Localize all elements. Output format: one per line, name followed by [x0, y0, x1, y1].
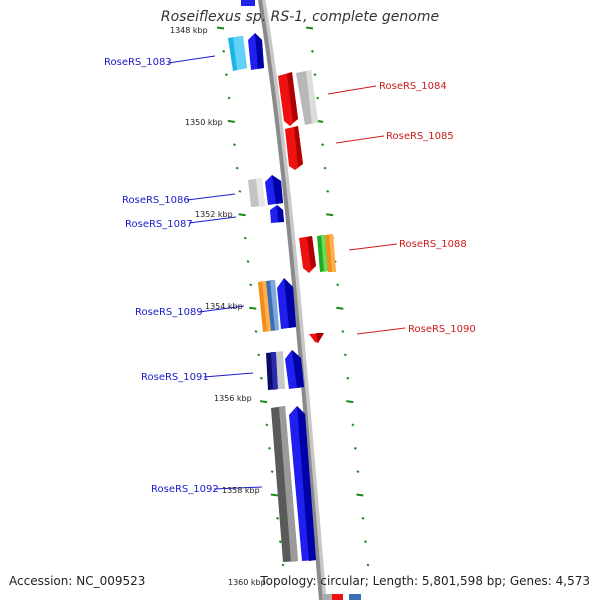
gene-label-roseRS-1087[interactable]: RoseRS_1087 — [125, 219, 193, 230]
tick-mark — [235, 166, 239, 170]
gene-feature-roseRS-1089[interactable] — [258, 278, 296, 332]
topology-summary: Topology: circular; Length: 5,801,598 bp… — [260, 574, 590, 588]
tick-mark — [364, 540, 367, 544]
tick-mark — [313, 73, 317, 77]
gene-feature-roseRS-1092[interactable] — [271, 406, 316, 562]
tick-mark — [341, 330, 345, 333]
tick-mark — [249, 306, 257, 310]
tick-mark — [249, 283, 253, 287]
genome-backbone — [258, 0, 323, 600]
gene-feature-roseRS-1085[interactable] — [285, 126, 303, 170]
kbp-label: 1354 kbp — [205, 302, 243, 311]
tick-mark — [353, 446, 357, 450]
tick-mark — [351, 423, 355, 427]
gene-feature-roseRS-1087[interactable] — [270, 205, 284, 223]
gene-label-roseRS-1092[interactable]: RoseRS_1092 — [151, 484, 219, 495]
kbp-label: 1360 kbp — [228, 578, 266, 587]
genome-title: Roseiflexus sp. RS-1, complete genome — [160, 9, 440, 25]
left-leader-lines — [167, 55, 263, 490]
gene-feature-roseRS-1091[interactable] — [266, 350, 304, 390]
gene-label-roseRS-1083[interactable]: RoseRS_1083 — [104, 57, 172, 68]
tick-mark — [346, 376, 350, 380]
kbp-label: 1352 kbp — [195, 210, 233, 219]
gene-label-roseRS-1091[interactable]: RoseRS_1091 — [141, 372, 209, 383]
tick-mark — [227, 96, 231, 100]
tick-mark — [326, 190, 330, 193]
tick-mark — [265, 423, 269, 427]
tick-mark — [238, 213, 246, 217]
left-gene-labels: RoseRS_1083 RoseRS_1086 RoseRS_1087 Rose… — [104, 57, 219, 495]
tick-mark — [336, 306, 344, 310]
gene-feature-roseRS-1086[interactable] — [248, 175, 283, 207]
right-leader-lines — [327, 85, 406, 335]
kbp-label: 1350 kbp — [185, 118, 223, 127]
tick-mark — [246, 260, 250, 263]
tick-mark — [326, 213, 334, 217]
kbp-label: 1358 kbp — [222, 486, 260, 495]
tick-mark — [224, 73, 228, 77]
tick-mark — [233, 143, 236, 147]
gene-feature-roseRS-1088[interactable] — [299, 234, 336, 273]
tick-mark — [278, 540, 282, 544]
tick-mark — [356, 493, 364, 497]
gene-block-top-cutoff — [241, 0, 255, 6]
tick-mark — [321, 143, 325, 147]
gene-label-roseRS-1090[interactable]: RoseRS_1090 — [408, 324, 476, 335]
tick-mark — [281, 563, 285, 567]
tick-mark — [227, 119, 235, 123]
tick-mark — [343, 353, 347, 357]
gene-label-roseRS-1089[interactable]: RoseRS_1089 — [135, 307, 203, 318]
tick-mark — [366, 563, 370, 567]
tick-mark — [254, 330, 258, 333]
tick-mark — [276, 516, 280, 520]
tick-mark — [311, 49, 314, 53]
tick-mark — [346, 400, 354, 404]
accession-label: Accession: NC_009523 — [9, 574, 146, 588]
tick-mark — [323, 166, 327, 170]
gene-feature-roseRS-1090[interactable] — [309, 333, 324, 343]
tick-mark — [270, 470, 274, 473]
gene-label-roseRS-1084[interactable]: RoseRS_1084 — [379, 81, 447, 92]
kbp-label: 1348 kbp — [170, 26, 208, 35]
gene-feature-roseRS-1084[interactable] — [278, 70, 318, 126]
tick-mark — [361, 516, 365, 520]
gene-label-roseRS-1088[interactable]: RoseRS_1088 — [399, 239, 467, 250]
tick-mark — [259, 400, 268, 404]
kbp-scale-labels: 1348 kbp 1350 kbp 1352 kbp 1354 kbp 1356… — [170, 26, 266, 587]
tick-mark — [336, 283, 340, 287]
tick-mark — [216, 26, 225, 30]
tick-mark — [222, 49, 226, 53]
gene-label-roseRS-1086[interactable]: RoseRS_1086 — [122, 195, 190, 206]
tick-mark — [243, 236, 247, 240]
tick-mark — [270, 493, 279, 497]
tick-mark — [305, 26, 314, 30]
tick-mark — [259, 376, 263, 380]
right-gene-labels: RoseRS_1084 RoseRS_1085 RoseRS_1088 Rose… — [379, 81, 476, 335]
kbp-label: 1356 kbp — [214, 394, 252, 403]
tick-mark — [238, 190, 242, 193]
gene-block-bottom-cutoff — [322, 594, 361, 600]
gene-label-roseRS-1085[interactable]: RoseRS_1085 — [386, 131, 454, 142]
gene-feature-roseRS-1083[interactable] — [228, 33, 264, 71]
tick-mark — [356, 470, 360, 473]
tick-mark — [268, 446, 271, 450]
left-tick-marks — [216, 26, 285, 567]
tick-mark — [257, 353, 261, 357]
tick-mark — [316, 96, 320, 100]
